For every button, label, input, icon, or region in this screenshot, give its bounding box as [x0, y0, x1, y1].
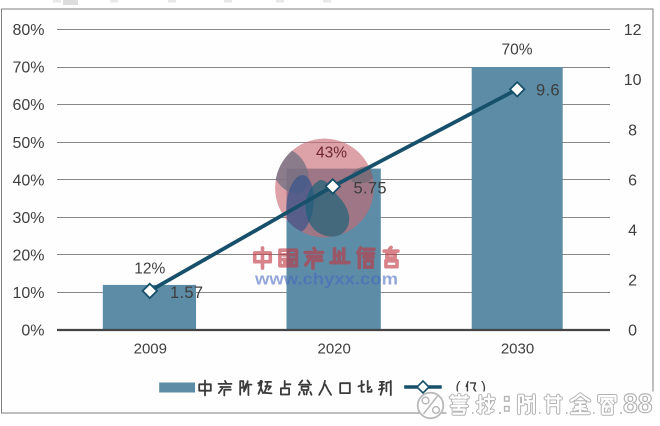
svg-text:4: 4	[628, 222, 637, 239]
svg-text:0%: 0%	[21, 323, 44, 340]
svg-text:2: 2	[628, 273, 637, 290]
svg-text:0: 0	[628, 323, 637, 340]
svg-text:12: 12	[624, 22, 642, 39]
svg-text:30%: 30%	[12, 210, 44, 227]
svg-text:(: (	[456, 379, 461, 396]
svg-text:40%: 40%	[12, 172, 44, 189]
svg-text:70%: 70%	[501, 41, 532, 58]
svg-text:20%: 20%	[12, 247, 44, 264]
svg-text:60%: 60%	[12, 97, 44, 114]
svg-text:12%: 12%	[134, 260, 165, 277]
svg-text:80%: 80%	[12, 22, 44, 39]
svg-text:5.75: 5.75	[354, 180, 387, 198]
svg-text:9.6: 9.6	[536, 81, 560, 99]
svg-text:10: 10	[624, 72, 642, 89]
svg-text:1.57: 1.57	[170, 284, 203, 302]
svg-text:www.chyxx.com: www.chyxx.com	[254, 269, 398, 288]
svg-text:88: 88	[623, 389, 652, 419]
svg-text:2030: 2030	[501, 341, 534, 358]
svg-text:2009: 2009	[134, 341, 167, 358]
svg-text:8: 8	[628, 122, 637, 139]
svg-text:43%: 43%	[316, 144, 347, 161]
svg-text:6: 6	[628, 172, 637, 189]
svg-text:70%: 70%	[12, 60, 44, 77]
svg-text:): )	[481, 379, 486, 396]
svg-text:2020: 2020	[318, 341, 351, 358]
svg-text:50%: 50%	[12, 135, 44, 152]
svg-text:10%: 10%	[12, 285, 44, 302]
